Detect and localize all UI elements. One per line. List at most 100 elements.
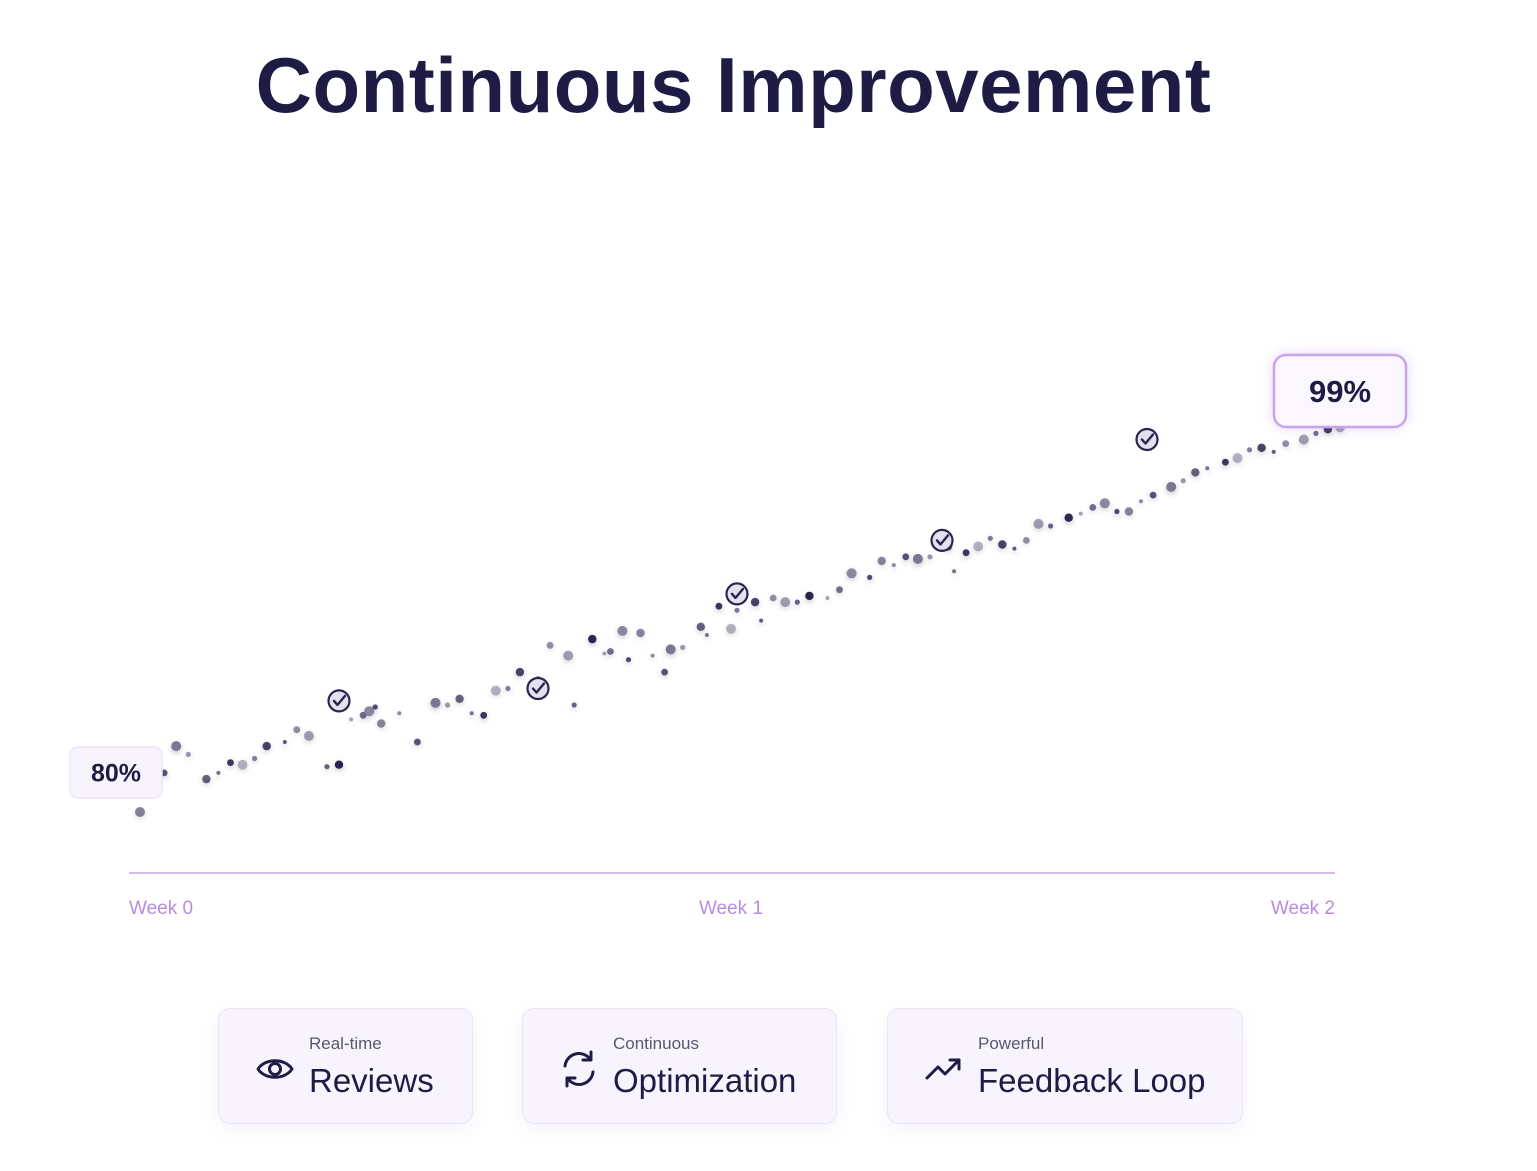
data-point xyxy=(324,764,330,770)
data-point xyxy=(202,774,211,784)
data-point xyxy=(135,807,145,817)
data-point xyxy=(505,685,511,692)
data-point xyxy=(902,553,910,561)
data-point xyxy=(1205,466,1210,471)
data-point xyxy=(185,751,191,758)
data-point xyxy=(571,702,577,708)
data-point xyxy=(490,685,501,696)
data-point xyxy=(696,622,705,631)
x-tick-label: Week 1 xyxy=(699,898,763,919)
feature-cards: Real-time Reviews Continuous Optimizatio… xyxy=(0,1008,1537,1128)
data-point xyxy=(750,597,760,607)
data-point xyxy=(867,574,873,581)
data-point xyxy=(293,726,301,734)
callout-value: 99% xyxy=(1309,374,1371,409)
data-point xyxy=(987,535,993,541)
data-point xyxy=(607,648,614,655)
data-point xyxy=(1149,491,1157,499)
feature-kicker: Real-time xyxy=(309,1034,382,1053)
data-point xyxy=(912,553,923,564)
data-point xyxy=(973,541,984,552)
data-point xyxy=(680,644,686,651)
improvement-chart: Week 0 Week 1 Week 2 80% 99% xyxy=(69,353,1408,919)
start-value-callout: 80% xyxy=(69,746,163,799)
data-point xyxy=(704,633,709,637)
feature-kicker: Continuous xyxy=(613,1034,700,1053)
data-point xyxy=(1114,508,1120,515)
data-point xyxy=(1124,507,1134,516)
data-point xyxy=(227,759,234,766)
data-point xyxy=(1033,518,1044,529)
feature-card-feedback-loop: Powerful Feedback Loop xyxy=(887,1008,1243,1124)
data-point xyxy=(546,641,554,649)
data-point xyxy=(952,569,957,574)
data-point xyxy=(665,644,676,655)
data-point xyxy=(349,717,354,722)
eye-icon xyxy=(256,1059,294,1079)
x-tick-label: Week 2 xyxy=(1271,898,1335,919)
data-point xyxy=(237,759,248,770)
data-point xyxy=(364,706,375,717)
data-point xyxy=(1191,468,1200,477)
data-point xyxy=(414,738,421,746)
x-tick-label: Week 0 xyxy=(129,898,193,919)
refresh-icon xyxy=(563,1050,595,1088)
data-point xyxy=(625,657,632,663)
data-point xyxy=(303,730,314,741)
data-point xyxy=(1271,449,1276,454)
data-point xyxy=(780,597,791,608)
data-point xyxy=(359,711,367,719)
data-point xyxy=(769,594,777,602)
data-point xyxy=(962,549,970,557)
data-point xyxy=(469,711,474,716)
data-point xyxy=(794,599,800,605)
data-point xyxy=(1313,430,1319,436)
data-point xyxy=(1023,537,1030,544)
data-point xyxy=(759,618,764,623)
data-point xyxy=(734,607,740,613)
data-point xyxy=(636,628,645,638)
data-point xyxy=(1180,478,1186,484)
data-point xyxy=(1139,499,1143,504)
data-point xyxy=(430,697,441,708)
data-point xyxy=(877,556,886,566)
callout-value: 80% xyxy=(91,760,141,788)
feature-kicker: Powerful xyxy=(978,1034,1045,1053)
data-point xyxy=(1064,513,1073,522)
data-point xyxy=(377,719,386,728)
data-point xyxy=(1282,440,1290,447)
milestone-check-icon xyxy=(1135,427,1159,452)
data-point xyxy=(726,623,736,634)
data-point xyxy=(805,591,814,601)
data-point xyxy=(563,650,574,661)
data-point xyxy=(1089,504,1097,511)
milestone-check-icon xyxy=(526,676,550,701)
data-point xyxy=(588,634,597,644)
data-point xyxy=(1012,546,1017,551)
data-point xyxy=(998,540,1007,549)
data-point xyxy=(252,755,258,762)
data-point xyxy=(171,741,182,752)
end-value-callout: 99% xyxy=(1272,353,1408,429)
data-point xyxy=(1222,458,1229,466)
data-point xyxy=(480,711,488,719)
data-point xyxy=(1166,481,1177,492)
data-point xyxy=(455,694,464,703)
data-point xyxy=(372,704,378,710)
feature-label: Feedback Loop xyxy=(978,1062,1206,1099)
page-title: Continuous Improvement xyxy=(255,41,1212,129)
data-point xyxy=(1257,443,1266,452)
data-point xyxy=(515,667,525,677)
feature-card-reviews: Real-time Reviews xyxy=(218,1008,473,1124)
data-point xyxy=(1246,447,1253,453)
data-point xyxy=(216,770,221,775)
trending-up-icon xyxy=(925,1058,961,1080)
data-point xyxy=(825,596,830,600)
data-point xyxy=(1298,434,1309,445)
data-point xyxy=(846,568,857,579)
data-point xyxy=(715,602,723,610)
milestone-check-icon xyxy=(327,689,351,713)
data-point xyxy=(445,702,451,708)
data-point xyxy=(602,651,607,656)
feature-card-optimization: Continuous Optimization xyxy=(522,1008,837,1124)
